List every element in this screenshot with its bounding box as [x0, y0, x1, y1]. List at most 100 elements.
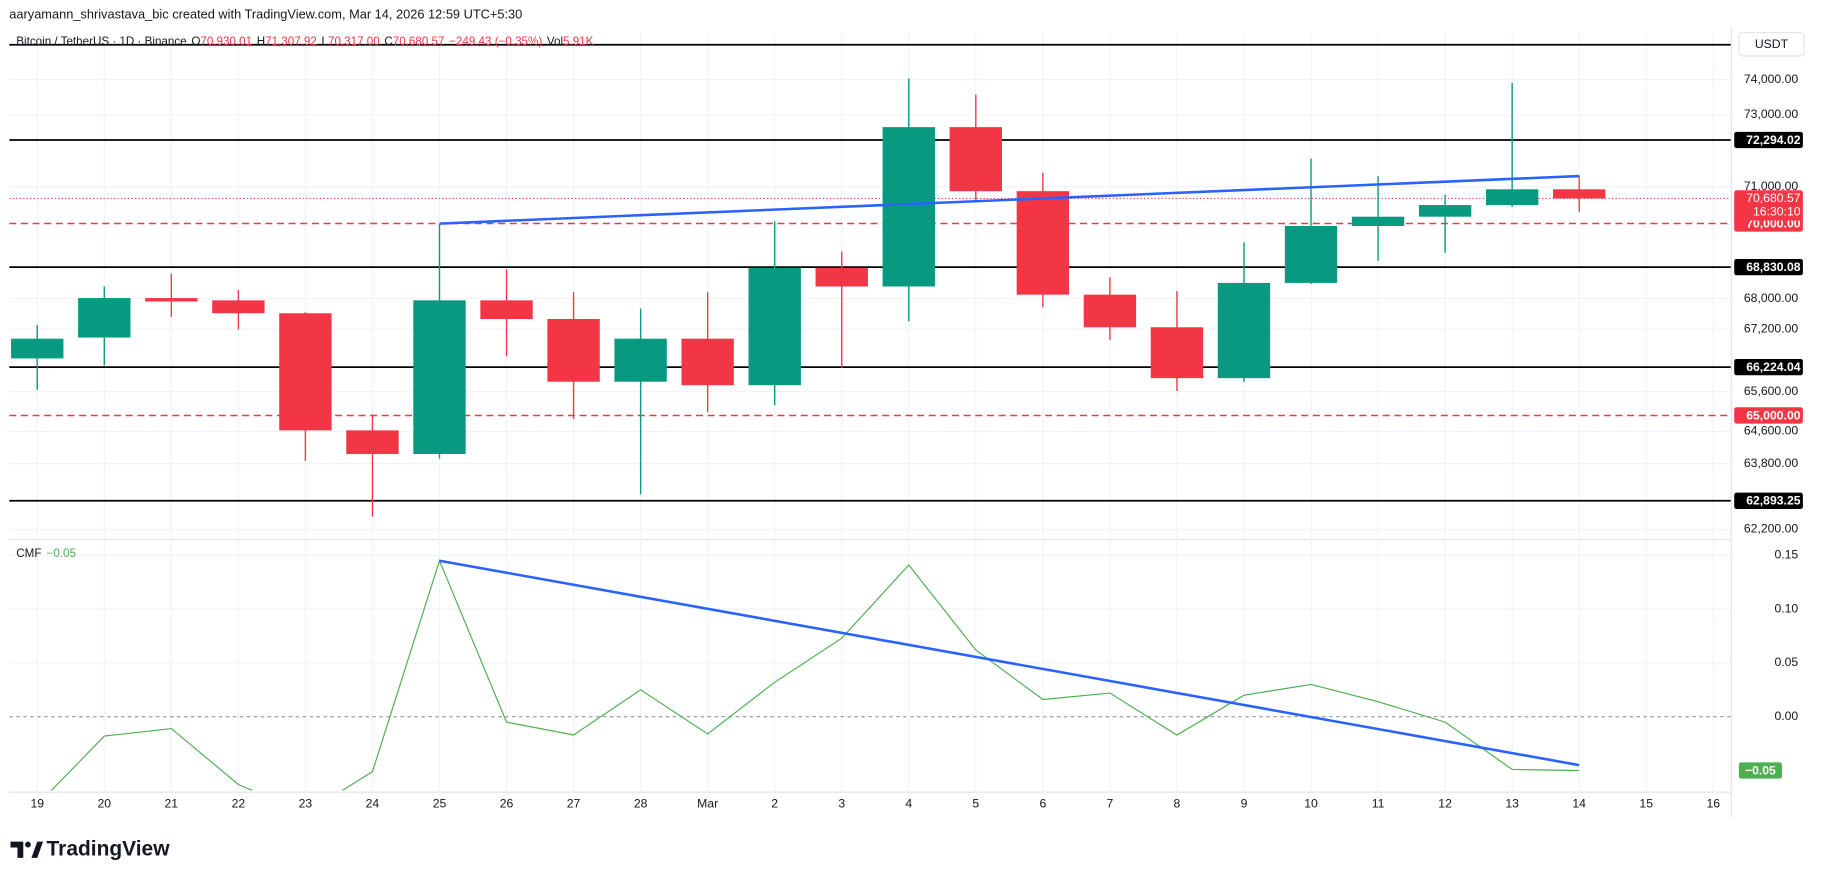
- legend-symbol: Bitcoin / TetherUS · 1D · Binance: [16, 35, 186, 48]
- logo-icon: [10, 841, 24, 858]
- y-tick-label: 74,000.00: [1744, 72, 1799, 86]
- y-tick-label: 71,000.00: [1744, 179, 1799, 193]
- candle-body: [212, 300, 265, 314]
- cmf-value-box: [1738, 762, 1782, 779]
- x-tick-label: 14: [1572, 797, 1586, 811]
- candle-body: [1083, 294, 1137, 328]
- ohlc-value: 71,307.92: [265, 35, 317, 48]
- x-tick-label: 20: [97, 797, 111, 811]
- level-label-box: [1734, 492, 1803, 509]
- x-tick-label: 21: [165, 797, 179, 811]
- x-tick-label: 22: [232, 797, 246, 811]
- candle-body: [882, 127, 935, 287]
- candle-body: [748, 267, 801, 386]
- tradingview-logo: TradingView: [10, 837, 170, 860]
- candle-body: [1418, 205, 1472, 217]
- level-label-box: [1734, 358, 1803, 376]
- y-tick-label: 0.10: [1774, 601, 1798, 615]
- y-tick-label: 0.15: [1774, 548, 1798, 562]
- volume-key: Vol: [547, 35, 563, 48]
- ohlc-value: 70,680.57: [393, 35, 445, 48]
- cmf-legend-value: −0.05: [47, 547, 76, 560]
- ohlc-key: O: [191, 35, 200, 48]
- candle-body: [1016, 191, 1070, 295]
- currency-button[interactable]: [1738, 32, 1805, 57]
- y-tick-label: 0.00: [1774, 709, 1798, 723]
- x-tick-label: 7: [1106, 797, 1113, 811]
- trendline: [439, 559, 1580, 767]
- legend: Bitcoin / TetherUS · 1D · Binance O70,930…: [16, 35, 593, 48]
- x-tick-label: 2: [771, 797, 778, 811]
- x-tick-label: 6: [1039, 797, 1046, 811]
- candle-body: [547, 318, 600, 382]
- y-tick-label: 63,800.00: [1744, 456, 1799, 470]
- level-label: 65,000.00: [1746, 408, 1801, 422]
- x-tick-label: 3: [838, 797, 845, 811]
- logo-icon: [25, 841, 31, 848]
- x-tick-label: 11: [1372, 797, 1385, 811]
- x-tick-label: Mar: [697, 797, 718, 811]
- x-tick-label: 10: [1304, 797, 1318, 811]
- candle-body: [1150, 327, 1204, 379]
- ohlc-value: 70,930.01: [200, 35, 252, 48]
- x-tick-label: 12: [1438, 797, 1452, 811]
- level-label-box: [1734, 407, 1803, 424]
- candle-body: [1552, 189, 1606, 199]
- candle-body: [279, 313, 332, 431]
- candle-body: [78, 298, 131, 338]
- x-tick-label: 28: [634, 797, 648, 811]
- y-tick-label: 67,200.00: [1744, 321, 1799, 335]
- level-label: 72,294.02: [1746, 133, 1801, 147]
- cmf-value-label: −0.05: [1745, 763, 1776, 777]
- x-tick-label: 24: [366, 797, 380, 811]
- candle-body: [145, 298, 198, 302]
- candle-body: [480, 300, 533, 319]
- y-tick-label: 62,200.00: [1744, 522, 1799, 536]
- candle-body: [11, 338, 64, 359]
- candle-body: [681, 338, 734, 386]
- y-tick-label: 73,000.00: [1744, 107, 1799, 121]
- level-label: 66,224.04: [1746, 360, 1801, 374]
- candle-body: [815, 267, 868, 287]
- x-tick-label: 15: [1639, 797, 1653, 811]
- x-tick-label: 27: [567, 797, 581, 811]
- x-tick-label: 4: [905, 797, 912, 811]
- countdown-label: 16:30:10: [1753, 205, 1801, 219]
- ohlc-key: H: [257, 35, 265, 48]
- candle-body: [614, 338, 667, 382]
- logo-text: TradingView: [47, 837, 171, 860]
- currency-label[interactable]: USDT: [1755, 37, 1789, 51]
- ohlc-key: C: [384, 35, 392, 48]
- x-tick-label: 8: [1174, 797, 1181, 811]
- cmf-legend-name: CMF: [16, 547, 41, 560]
- logo-icon: [31, 841, 44, 858]
- x-tick-label: 9: [1241, 797, 1248, 811]
- candle-body: [949, 127, 1003, 192]
- candle-body: [1485, 189, 1539, 206]
- x-tick-label: 25: [433, 797, 447, 811]
- y-tick-label: 64,600.00: [1744, 424, 1799, 438]
- level-label-box: [1734, 258, 1803, 276]
- level-label: 62,893.25: [1746, 494, 1801, 508]
- header-text: aaryamann_shrivastava_bic created with T…: [9, 7, 522, 22]
- trendline: [439, 174, 1580, 225]
- candle-body: [1284, 225, 1338, 283]
- level-label-box: [1734, 131, 1803, 149]
- candle-body: [346, 430, 399, 454]
- cmf-line: [50, 559, 1580, 791]
- ohlc-value: 70,317.00: [328, 35, 380, 48]
- y-tick-label: 0.05: [1774, 655, 1798, 669]
- y-tick-label: 65,600.00: [1744, 384, 1799, 398]
- ohlc-key: L: [322, 35, 329, 48]
- x-tick-label: 26: [500, 797, 514, 811]
- x-tick-label: 13: [1505, 797, 1519, 811]
- candle-body: [413, 300, 466, 454]
- change: −249.43 (−0.35%): [449, 35, 542, 48]
- x-tick-label: 16: [1706, 797, 1720, 811]
- x-tick-label: 23: [299, 797, 313, 811]
- level-label: 68,830.08: [1746, 260, 1801, 274]
- last-price-label: 70,680.57: [1746, 191, 1801, 205]
- y-tick-label: 68,000.00: [1744, 291, 1799, 305]
- candle-body: [1351, 216, 1405, 226]
